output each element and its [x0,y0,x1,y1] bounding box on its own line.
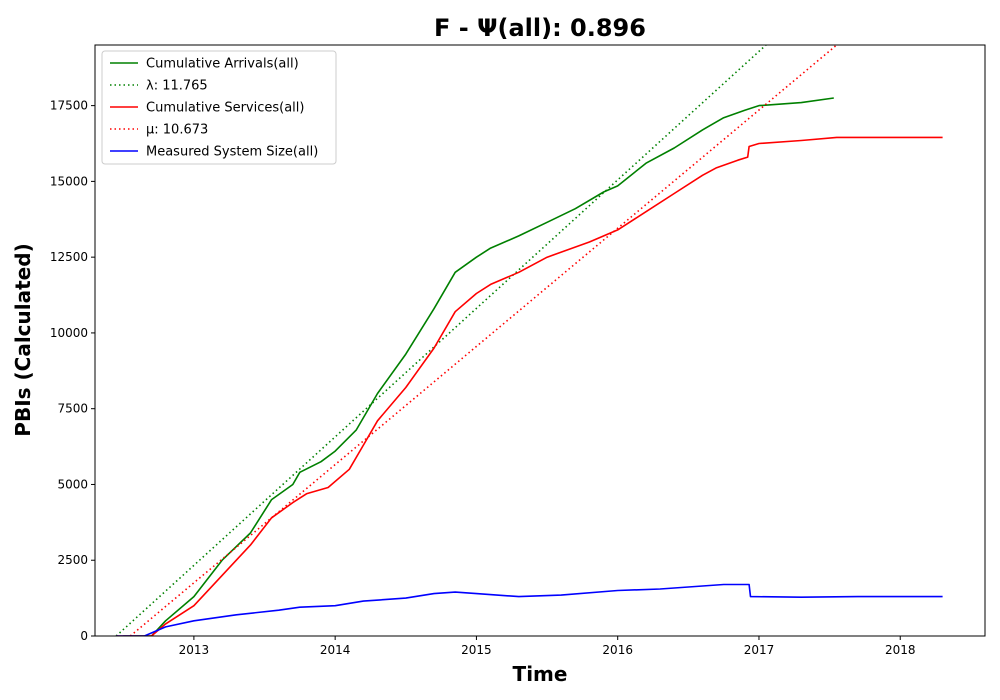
legend-label: λ: 11.765 [146,79,208,94]
legend-label: Cumulative Services(all) [146,101,304,116]
legend-box [101,50,337,165]
y-tick-label: 15000 [50,174,88,188]
x-tick-label: 2018 [885,643,916,657]
series-line-3 [129,45,838,636]
y-tick-label: 12500 [50,250,88,264]
legend-label: Cumulative Arrivals(all) [146,57,299,72]
series-line-4 [116,583,943,636]
legend-label: μ: 10.673 [146,123,208,138]
y-tick-label: 17500 [50,99,88,113]
series-line-0 [123,97,834,636]
legend: Cumulative Arrivals(all) λ: 11.765 Cumulat… [101,50,337,165]
chart-title: F - Ψ(all): 0.896 [434,14,646,42]
y-tick-label: 7500 [57,402,88,416]
y-tick-label: 2500 [57,553,88,567]
x-tick-label: 2013 [179,643,210,657]
y-axis-title: PBIs (Calculated) [11,243,35,436]
y-axis: 0 2500 5000 7500 10000 12500 15000 17500 [50,99,95,643]
plot-frame [94,44,986,637]
y-tick-label: 0 [80,629,88,643]
plot-area [94,44,986,637]
x-tick-label: 2016 [602,643,633,657]
x-tick-label: 2014 [320,643,351,657]
x-tick-label: 2015 [461,643,492,657]
y-tick-label: 10000 [50,326,88,340]
legend-label: Measured System Size(all) [146,145,318,160]
series-line-2 [116,136,943,636]
x-axis: 2013 2014 2015 2016 2017 2018 [179,636,916,657]
y-tick-label: 5000 [57,477,88,491]
x-axis-title: Time [513,662,568,686]
x-tick-label: 2017 [744,643,775,657]
